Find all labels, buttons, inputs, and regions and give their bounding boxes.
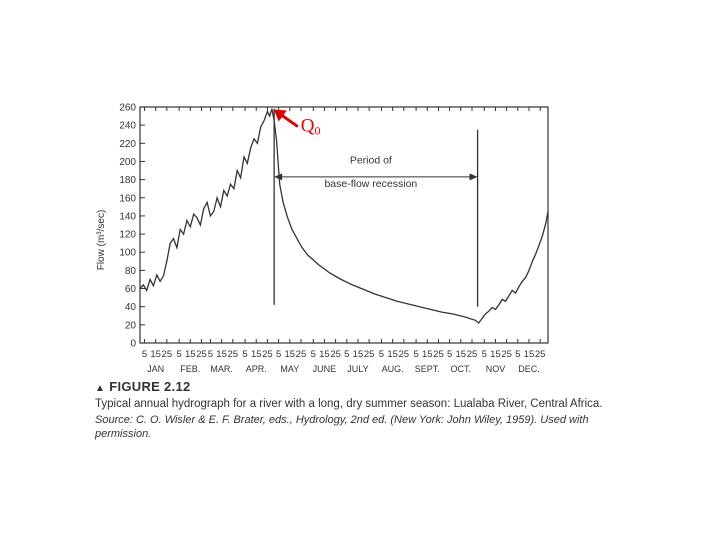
x-day-tick-label: 15 bbox=[185, 349, 196, 360]
x-day-tick-label: 15 bbox=[284, 349, 295, 360]
x-day-tick-label: 5 bbox=[515, 349, 520, 360]
x-day-tick-label: 25 bbox=[501, 349, 512, 360]
y-tick-label: 140 bbox=[119, 211, 136, 222]
figure-caption: Typical annual hydrograph for a river wi… bbox=[95, 398, 603, 410]
period-double-arrow bbox=[274, 173, 478, 181]
y-tick-label: 220 bbox=[119, 139, 136, 150]
y-axis-ticks: 0 20 40 60 80 100 120 140 160 180 200 220 240 260 bbox=[119, 103, 145, 350]
x-month-label: SEPT. bbox=[415, 364, 440, 374]
q0-arrow bbox=[273, 109, 299, 128]
q0-label-main: Q bbox=[301, 116, 315, 137]
period-label-line2: base-flow recession bbox=[324, 178, 417, 190]
y-tick-label: 0 bbox=[130, 339, 136, 350]
x-day-tick-label: 15 bbox=[150, 349, 161, 360]
x-day-tick-label: 5 bbox=[413, 349, 418, 360]
flow-series-line bbox=[139, 108, 549, 324]
x-day-tick-label: 5 bbox=[482, 349, 487, 360]
x-day-tick-label: 5 bbox=[176, 349, 181, 360]
y-tick-label: 40 bbox=[125, 302, 137, 313]
x-month-label: JAN bbox=[147, 364, 164, 374]
x-day-tick-label: 5 bbox=[379, 349, 384, 360]
x-day-tick-label: 5 bbox=[208, 349, 213, 360]
x-month-label: AUG. bbox=[382, 364, 404, 374]
plot-frame bbox=[139, 106, 549, 344]
x-day-tick-label: 15 bbox=[216, 349, 227, 360]
x-month-label: MAY bbox=[280, 364, 299, 374]
x-month-label: NOV bbox=[486, 364, 506, 374]
x-day-tick-label: 5 bbox=[447, 349, 452, 360]
x-day-tick-label: 25 bbox=[227, 349, 238, 360]
y-tick-label: 200 bbox=[119, 157, 136, 168]
x-day-tick-label: 5 bbox=[242, 349, 247, 360]
x-day-tick-label: 5 bbox=[344, 349, 349, 360]
x-day-tick-label: 5 bbox=[311, 349, 316, 360]
y-axis-label: Flow (m³/sec) bbox=[96, 210, 107, 271]
x-day-tick-label: 15 bbox=[456, 349, 467, 360]
x-month-label: FEB. bbox=[180, 364, 200, 374]
x-day-tick-label: 25 bbox=[467, 349, 478, 360]
x-day-tick-label: 15 bbox=[319, 349, 330, 360]
x-day-tick-label: 25 bbox=[364, 349, 375, 360]
x-month-label: OCT. bbox=[451, 364, 472, 374]
x-day-tick-label: 25 bbox=[399, 349, 410, 360]
x-day-tick-label: 25 bbox=[433, 349, 444, 360]
x-day-tick-label: 15 bbox=[387, 349, 398, 360]
x-day-tick-label: 25 bbox=[262, 349, 273, 360]
y-tick-label: 80 bbox=[125, 266, 137, 277]
triangle-icon: ▲ bbox=[95, 383, 106, 394]
x-day-tick-label: 5 bbox=[142, 349, 147, 360]
x-month-label: DEC. bbox=[518, 364, 540, 374]
x-day-tick-label: 15 bbox=[251, 349, 262, 360]
q0-label: Q0 bbox=[301, 116, 321, 138]
x-day-tick-label: 15 bbox=[422, 349, 433, 360]
y-tick-label: 120 bbox=[119, 230, 136, 241]
y-tick-label: 20 bbox=[125, 320, 137, 331]
x-day-tick-label: 25 bbox=[162, 349, 173, 360]
figure-label: ▲ FIGURE 2.12 bbox=[95, 379, 191, 394]
x-day-tick-label: 5 bbox=[276, 349, 281, 360]
y-tick-label: 100 bbox=[119, 248, 136, 259]
x-day-tick-label: 25 bbox=[330, 349, 341, 360]
x-day-tick-label: 25 bbox=[535, 349, 546, 360]
x-day-tick-label: 15 bbox=[490, 349, 501, 360]
y-tick-label: 60 bbox=[125, 284, 137, 295]
x-month-label: APR. bbox=[246, 364, 267, 374]
q0-label-sub: 0 bbox=[315, 124, 321, 138]
x-month-label: MAR. bbox=[210, 364, 233, 374]
x-month-label: JULY bbox=[347, 364, 368, 374]
x-month-label: JUNE bbox=[313, 364, 337, 374]
figure-source: Source: C. O. Wisler & E. F. Brater, eds… bbox=[95, 414, 589, 441]
y-tick-label: 180 bbox=[119, 175, 136, 186]
y-tick-label: 240 bbox=[119, 121, 136, 132]
y-tick-label: 160 bbox=[119, 193, 136, 204]
x-day-tick-label: 25 bbox=[196, 349, 207, 360]
figure-label-text: FIGURE 2.12 bbox=[109, 379, 191, 394]
x-day-tick-label: 15 bbox=[524, 349, 535, 360]
y-tick-label: 260 bbox=[119, 103, 136, 114]
x-day-tick-label: 15 bbox=[353, 349, 364, 360]
period-label-line1: Period of bbox=[350, 154, 392, 166]
x-day-tick-label: 25 bbox=[296, 349, 307, 360]
